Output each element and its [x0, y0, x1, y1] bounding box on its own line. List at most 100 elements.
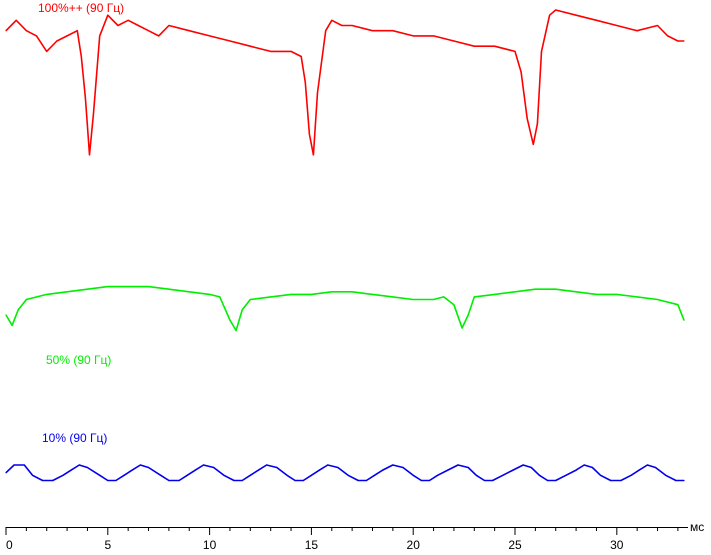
- series-0-point: [209, 35, 211, 37]
- series-line-0: [5, 9, 684, 156]
- series-2-point: [115, 479, 117, 482]
- series-1-point: [433, 298, 435, 301]
- series-1-point: [575, 291, 577, 293]
- series-0-point: [683, 40, 685, 42]
- series-0-point: [473, 45, 475, 47]
- x-axis: 0 5 10 15 20 25 30 мс: [5, 520, 704, 552]
- x-tick-label: 25: [508, 538, 522, 552]
- series-2-point: [86, 466, 88, 469]
- series-0-point: [229, 40, 231, 42]
- series-0-point: [494, 45, 496, 47]
- series-2-point: [565, 474, 567, 476]
- series-0-point: [520, 71, 522, 73]
- series-2-point: [575, 469, 577, 471]
- series-2-point: [42, 479, 44, 482]
- series-1-point: [453, 304, 455, 306]
- series-0-point: [325, 30, 327, 32]
- series-1-point: [443, 296, 445, 298]
- series-0-point: [433, 35, 435, 37]
- series-0-point: [636, 30, 638, 32]
- series-2-point: [428, 479, 431, 482]
- series-2-point: [483, 479, 486, 482]
- series-1-point: [290, 293, 292, 295]
- series-1-point: [467, 314, 469, 316]
- series-2-point: [318, 469, 321, 471]
- x-tick-label: 30: [610, 538, 624, 552]
- series-1-point: [249, 298, 251, 301]
- series-2-point: [178, 479, 180, 482]
- series-2-point: [610, 479, 612, 482]
- series-2-point: [139, 464, 141, 466]
- series-1-point: [147, 286, 150, 288]
- series-1-point: [371, 293, 374, 295]
- series-0-point: [56, 40, 58, 42]
- series-2-point: [194, 469, 196, 471]
- series-2-point: [52, 479, 54, 482]
- series-1-point: [392, 296, 394, 298]
- series-1-point: [127, 286, 129, 288]
- series-2-point: [392, 464, 394, 466]
- series-1-point: [11, 324, 13, 326]
- series-2-point: [257, 469, 260, 471]
- series-2-point: [683, 479, 685, 482]
- series-line-2: [5, 464, 684, 482]
- series-0-point: [667, 35, 669, 37]
- series-2-point: [547, 479, 549, 482]
- series-0-point: [540, 50, 543, 53]
- series-0-point: [84, 97, 86, 99]
- series-2-point: [31, 474, 34, 476]
- series-2-point: [447, 469, 449, 471]
- series-0-point: [270, 50, 272, 53]
- series-0-point: [99, 35, 101, 37]
- series-2-point: [99, 474, 101, 476]
- series-2-point: [412, 474, 414, 476]
- series-2-point: [249, 474, 251, 476]
- series-2-point: [654, 466, 657, 469]
- series-2-point: [420, 479, 422, 482]
- series-0-point: [536, 123, 539, 125]
- series-0-point: [92, 112, 95, 114]
- series-0-point: [532, 143, 534, 145]
- series-2-point: [131, 469, 133, 471]
- series-2-point: [665, 474, 667, 476]
- series-2-point: [492, 479, 494, 482]
- series-2-point: [638, 469, 640, 471]
- series-2-point: [402, 466, 404, 469]
- series-1-point: [17, 309, 19, 311]
- series-2-point: [13, 464, 15, 466]
- series-2-point: [437, 474, 439, 476]
- series-1-point: [46, 293, 48, 295]
- series-1-point: [209, 293, 211, 295]
- series-2-point: [646, 464, 649, 466]
- series-layer: [5, 9, 685, 482]
- series-2-point: [365, 479, 367, 482]
- series-0-point: [88, 154, 91, 156]
- series-2-point: [630, 474, 632, 476]
- series-1-point: [235, 329, 237, 332]
- series-0-point: [351, 24, 353, 27]
- series-1-point: [461, 327, 463, 329]
- series-0-point: [316, 92, 319, 94]
- series-2-point: [78, 464, 80, 466]
- series-0-point: [331, 19, 333, 21]
- series-0-point: [25, 30, 27, 32]
- series-2-point: [357, 479, 359, 482]
- x-tick-label: 20: [407, 538, 421, 552]
- series-2-point: [186, 474, 188, 476]
- x-tick-label: 10: [203, 538, 217, 552]
- series-0-point: [453, 40, 455, 42]
- series-1-point: [5, 314, 7, 316]
- series-1-point: [188, 291, 190, 293]
- series-0-point: [549, 14, 551, 16]
- series-2-point: [475, 474, 477, 476]
- series-label-0: 100%++ (90 Гц): [38, 1, 124, 15]
- series-0-point: [677, 40, 679, 42]
- series-2-point: [276, 466, 278, 469]
- series-2-point: [620, 479, 622, 482]
- series-1-point: [595, 293, 598, 295]
- series-2-point: [107, 479, 109, 482]
- series-1-point: [310, 293, 312, 295]
- series-1-point: [494, 293, 496, 295]
- series-2-point: [202, 464, 205, 466]
- x-axis-unit-label: мс: [690, 520, 704, 534]
